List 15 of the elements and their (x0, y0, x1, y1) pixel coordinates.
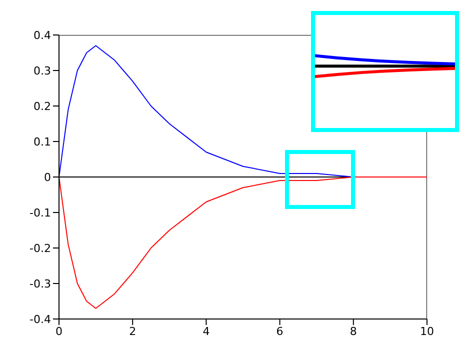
x-tick-label: 4 (202, 324, 210, 338)
y-tick-label: 0.1 (34, 135, 51, 148)
y-tick-label: 0.4 (34, 28, 51, 42)
x-tick-label: 8 (350, 324, 357, 338)
y-tick-label: 0.2 (34, 100, 51, 113)
x-tick-label: 6 (276, 324, 284, 338)
x-tick-label: 2 (129, 324, 136, 338)
y-tick-label: 0.3 (34, 64, 51, 78)
x-tick-label: 0 (56, 324, 62, 338)
y-tick-label: -0.3 (30, 277, 51, 290)
x-tick-label: 10 (420, 324, 434, 338)
y-tick-label: -0.1 (30, 206, 51, 220)
y-tick-label: 0 (44, 170, 51, 184)
y-tick-label: -0.4 (30, 312, 51, 326)
y-tick-label: -0.2 (30, 242, 51, 255)
